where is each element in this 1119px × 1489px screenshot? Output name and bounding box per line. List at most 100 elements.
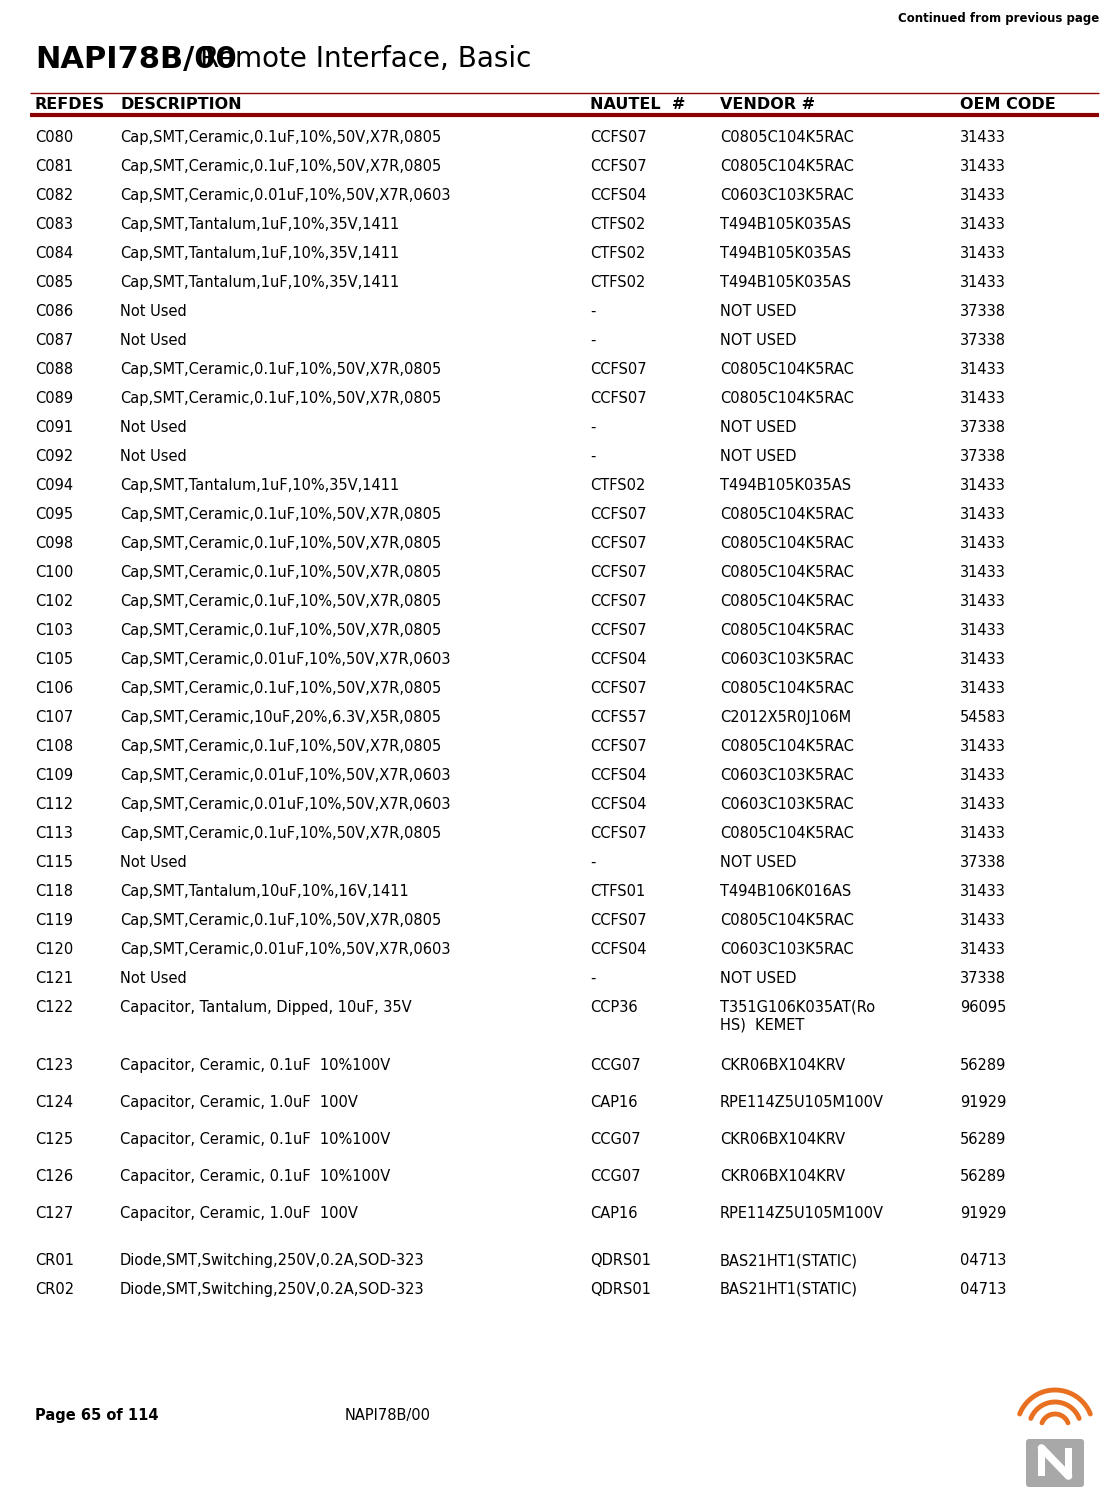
Text: CCFS07: CCFS07 bbox=[590, 536, 647, 551]
Text: C085: C085 bbox=[35, 275, 73, 290]
Text: 37338: 37338 bbox=[960, 855, 1006, 870]
Text: NAPI78B/00: NAPI78B/00 bbox=[35, 45, 237, 74]
Text: C0603C103K5RAC: C0603C103K5RAC bbox=[720, 188, 854, 203]
Text: 31433: 31433 bbox=[960, 564, 1006, 581]
Text: CCFS07: CCFS07 bbox=[590, 130, 647, 144]
Text: CTFS02: CTFS02 bbox=[590, 275, 646, 290]
Text: Remote Interface, Basic: Remote Interface, Basic bbox=[200, 45, 532, 73]
Text: Cap,SMT,Ceramic,0.01uF,10%,50V,X7R,0603: Cap,SMT,Ceramic,0.01uF,10%,50V,X7R,0603 bbox=[120, 188, 451, 203]
Text: Cap,SMT,Ceramic,0.1uF,10%,50V,X7R,0805: Cap,SMT,Ceramic,0.1uF,10%,50V,X7R,0805 bbox=[120, 362, 441, 377]
Text: CCFS07: CCFS07 bbox=[590, 680, 647, 695]
Text: C0805C104K5RAC: C0805C104K5RAC bbox=[720, 594, 854, 609]
Text: Capacitor, Ceramic, 0.1uF  10%100V: Capacitor, Ceramic, 0.1uF 10%100V bbox=[120, 1059, 391, 1074]
Text: C0805C104K5RAC: C0805C104K5RAC bbox=[720, 130, 854, 144]
Text: C0805C104K5RAC: C0805C104K5RAC bbox=[720, 362, 854, 377]
Text: -: - bbox=[590, 450, 595, 465]
Text: C0805C104K5RAC: C0805C104K5RAC bbox=[720, 536, 854, 551]
Text: NOT USED: NOT USED bbox=[720, 334, 797, 348]
Text: T494B106K016AS: T494B106K016AS bbox=[720, 884, 852, 899]
Text: CCFS07: CCFS07 bbox=[590, 506, 647, 523]
Text: 96095: 96095 bbox=[960, 1001, 1006, 1015]
Text: 31433: 31433 bbox=[960, 739, 1006, 753]
Text: C124: C124 bbox=[35, 1094, 73, 1109]
Text: CCP36: CCP36 bbox=[590, 1001, 638, 1015]
Text: C095: C095 bbox=[35, 506, 73, 523]
Text: CCFS07: CCFS07 bbox=[590, 739, 647, 753]
Text: QDRS01: QDRS01 bbox=[590, 1254, 651, 1269]
Text: C120: C120 bbox=[35, 943, 73, 957]
Text: C094: C094 bbox=[35, 478, 73, 493]
Text: Capacitor, Ceramic, 0.1uF  10%100V: Capacitor, Ceramic, 0.1uF 10%100V bbox=[120, 1132, 391, 1147]
Text: C0603C103K5RAC: C0603C103K5RAC bbox=[720, 797, 854, 812]
Text: Continued from previous page: Continued from previous page bbox=[897, 12, 1099, 25]
Text: Cap,SMT,Ceramic,0.01uF,10%,50V,X7R,0603: Cap,SMT,Ceramic,0.01uF,10%,50V,X7R,0603 bbox=[120, 768, 451, 783]
Text: C0805C104K5RAC: C0805C104K5RAC bbox=[720, 739, 854, 753]
Text: C0805C104K5RAC: C0805C104K5RAC bbox=[720, 826, 854, 841]
Text: NOT USED: NOT USED bbox=[720, 450, 797, 465]
Bar bbox=[1065, 1447, 1072, 1476]
Text: Cap,SMT,Ceramic,0.1uF,10%,50V,X7R,0805: Cap,SMT,Ceramic,0.1uF,10%,50V,X7R,0805 bbox=[120, 506, 441, 523]
Text: C125: C125 bbox=[35, 1132, 73, 1147]
Text: 37338: 37338 bbox=[960, 420, 1006, 435]
Text: BAS21HT1(STATIC): BAS21HT1(STATIC) bbox=[720, 1254, 858, 1269]
Text: CKR06BX104KRV: CKR06BX104KRV bbox=[720, 1169, 845, 1184]
Text: -: - bbox=[590, 334, 595, 348]
Text: Not Used: Not Used bbox=[120, 450, 187, 465]
Text: C0805C104K5RAC: C0805C104K5RAC bbox=[720, 159, 854, 174]
Text: 31433: 31433 bbox=[960, 217, 1006, 232]
Text: 37338: 37338 bbox=[960, 334, 1006, 348]
Text: CCFS07: CCFS07 bbox=[590, 594, 647, 609]
Text: Capacitor, Tantalum, Dipped, 10uF, 35V: Capacitor, Tantalum, Dipped, 10uF, 35V bbox=[120, 1001, 412, 1015]
Text: C123: C123 bbox=[35, 1059, 73, 1074]
Text: C106: C106 bbox=[35, 680, 73, 695]
Text: CAP16: CAP16 bbox=[590, 1206, 638, 1221]
Text: 31433: 31433 bbox=[960, 246, 1006, 261]
Text: 31433: 31433 bbox=[960, 536, 1006, 551]
Text: Cap,SMT,Ceramic,0.1uF,10%,50V,X7R,0805: Cap,SMT,Ceramic,0.1uF,10%,50V,X7R,0805 bbox=[120, 680, 441, 695]
Text: C088: C088 bbox=[35, 362, 73, 377]
Text: C112: C112 bbox=[35, 797, 73, 812]
Text: T494B105K035AS: T494B105K035AS bbox=[720, 478, 852, 493]
Text: Capacitor, Ceramic, 0.1uF  10%100V: Capacitor, Ceramic, 0.1uF 10%100V bbox=[120, 1169, 391, 1184]
Text: CCFS07: CCFS07 bbox=[590, 622, 647, 637]
Text: CCG07: CCG07 bbox=[590, 1059, 640, 1074]
Text: 91929: 91929 bbox=[960, 1094, 1006, 1109]
Text: CR01: CR01 bbox=[35, 1254, 74, 1269]
Text: CCFS07: CCFS07 bbox=[590, 564, 647, 581]
Text: CTFS02: CTFS02 bbox=[590, 246, 646, 261]
Text: Cap,SMT,Ceramic,0.1uF,10%,50V,X7R,0805: Cap,SMT,Ceramic,0.1uF,10%,50V,X7R,0805 bbox=[120, 594, 441, 609]
Text: 31433: 31433 bbox=[960, 275, 1006, 290]
Text: Cap,SMT,Tantalum,1uF,10%,35V,1411: Cap,SMT,Tantalum,1uF,10%,35V,1411 bbox=[120, 246, 399, 261]
Text: QDRS01: QDRS01 bbox=[590, 1282, 651, 1297]
Text: CCG07: CCG07 bbox=[590, 1132, 640, 1147]
Text: 31433: 31433 bbox=[960, 943, 1006, 957]
Text: CCG07: CCG07 bbox=[590, 1169, 640, 1184]
Text: C087: C087 bbox=[35, 334, 73, 348]
Text: CCFS07: CCFS07 bbox=[590, 362, 647, 377]
Text: 31433: 31433 bbox=[960, 768, 1006, 783]
Text: C092: C092 bbox=[35, 450, 73, 465]
Text: CAP16: CAP16 bbox=[590, 1094, 638, 1109]
Text: C115: C115 bbox=[35, 855, 73, 870]
Text: REFDES: REFDES bbox=[35, 97, 105, 112]
Text: Page 65 of 114: Page 65 of 114 bbox=[35, 1409, 159, 1423]
Text: C098: C098 bbox=[35, 536, 73, 551]
Text: 31433: 31433 bbox=[960, 797, 1006, 812]
Text: Cap,SMT,Ceramic,0.1uF,10%,50V,X7R,0805: Cap,SMT,Ceramic,0.1uF,10%,50V,X7R,0805 bbox=[120, 130, 441, 144]
Text: CCFS04: CCFS04 bbox=[590, 943, 647, 957]
Text: C121: C121 bbox=[35, 971, 73, 986]
Text: NAUTEL  #: NAUTEL # bbox=[590, 97, 685, 112]
Text: C084: C084 bbox=[35, 246, 73, 261]
Text: C0805C104K5RAC: C0805C104K5RAC bbox=[720, 564, 854, 581]
Text: Cap,SMT,Ceramic,10uF,20%,6.3V,X5R,0805: Cap,SMT,Ceramic,10uF,20%,6.3V,X5R,0805 bbox=[120, 710, 441, 725]
Text: CTFS01: CTFS01 bbox=[590, 884, 646, 899]
Text: C0805C104K5RAC: C0805C104K5RAC bbox=[720, 622, 854, 637]
FancyBboxPatch shape bbox=[1026, 1438, 1084, 1488]
Text: CCFS04: CCFS04 bbox=[590, 768, 647, 783]
Text: 56289: 56289 bbox=[960, 1169, 1006, 1184]
Text: 04713: 04713 bbox=[960, 1282, 1006, 1297]
Text: C081: C081 bbox=[35, 159, 73, 174]
Text: C100: C100 bbox=[35, 564, 73, 581]
Text: Not Used: Not Used bbox=[120, 971, 187, 986]
Text: NOT USED: NOT USED bbox=[720, 304, 797, 319]
